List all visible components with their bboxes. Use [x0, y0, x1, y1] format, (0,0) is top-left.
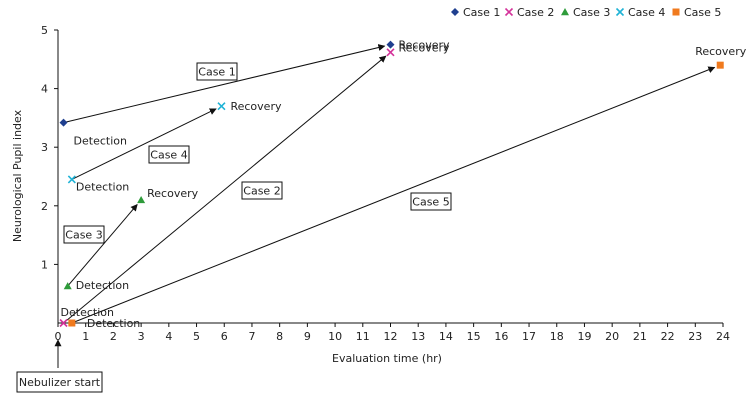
- data-point: [716, 61, 724, 69]
- recovery-label: Recovery: [147, 187, 198, 200]
- x-tick-label: 6: [221, 330, 228, 343]
- case-label-box: Case 2: [241, 181, 283, 200]
- x-tick-label: 10: [328, 330, 342, 343]
- x-tick-label: 23: [688, 330, 702, 343]
- case-box: [410, 192, 452, 211]
- x-tick-label: 3: [138, 330, 145, 343]
- case-arrow: [71, 108, 217, 180]
- x-tick-label: 18: [550, 330, 564, 343]
- legend-item: Case 3: [561, 6, 610, 19]
- y-tick-label: 5: [41, 24, 48, 37]
- x-ticks: 0 1 2 3 4 5 6 7 8 9 10 11 12 13 14 15 16 17 18 19 20 21 22 23 24: [55, 323, 730, 343]
- legend-marker: [561, 8, 569, 16]
- x-tick-label: 14: [439, 330, 453, 343]
- y-tick-label: 4: [41, 83, 48, 96]
- case-label: Case 3: [65, 229, 102, 242]
- case-arrow: [63, 44, 386, 124]
- nebulizer-box: [16, 371, 103, 393]
- x-tick-label: 12: [384, 330, 398, 343]
- case-label-box: Case 3: [63, 225, 105, 244]
- data-point: [67, 175, 76, 184]
- x-tick-label: 19: [577, 330, 591, 343]
- recovery-label: Recovery: [399, 41, 450, 54]
- legend-marker: [451, 8, 459, 16]
- legend-item: Case 5: [672, 6, 721, 19]
- legend-item: Case 4: [615, 6, 665, 19]
- detection-label: Detection: [87, 317, 140, 330]
- case-arrow: [63, 55, 387, 324]
- detection-label: Detection: [76, 279, 129, 292]
- case-labels: Case 1 Case 2 Case 3 Case 4 Case 5: [63, 62, 452, 244]
- x-tick-label: 16: [494, 330, 508, 343]
- x-tick-label: 7: [248, 330, 255, 343]
- case-label: Case 5: [412, 196, 449, 209]
- x-tick-label: 22: [661, 330, 675, 343]
- y-tick-label: 1: [41, 258, 48, 271]
- case-box: [196, 62, 238, 81]
- case-label-box: Case 4: [148, 145, 190, 164]
- case-arrow: [71, 66, 716, 324]
- legend-label: Case 3: [573, 6, 610, 19]
- nebulizer-label: Nebulizer start: [19, 376, 101, 389]
- legend-item: Case 1: [451, 6, 500, 19]
- data-point: [386, 48, 395, 57]
- case-box: [241, 181, 283, 200]
- x-tick-label: 9: [304, 330, 311, 343]
- detection-label: Detection: [74, 135, 127, 148]
- legend-label: Case 2: [517, 6, 554, 19]
- x-tick-label: 5: [193, 330, 200, 343]
- data-point: [137, 195, 146, 204]
- legend-marker: [504, 7, 514, 17]
- x-tick-label: 8: [276, 330, 283, 343]
- data-point: [217, 102, 226, 111]
- data-points: [59, 40, 724, 328]
- recovery-label: Recovery: [695, 45, 746, 58]
- y-ticks: 1 2 3 4 5: [41, 24, 58, 271]
- data-point: [68, 319, 76, 327]
- x-tick-label: 17: [522, 330, 536, 343]
- legend-marker: [615, 7, 625, 17]
- nebulizer-annotation: Nebulizer start: [16, 339, 103, 393]
- case-box: [148, 145, 190, 164]
- x-axis-label: Evaluation time (hr): [332, 352, 442, 365]
- recovery-label: Recovery: [399, 39, 450, 52]
- case-label: Case 2: [243, 185, 280, 198]
- point-labels: Detection Recovery Detection Recovery Detect…: [61, 39, 747, 330]
- case-label-box: Case 1: [196, 62, 238, 81]
- x-tick-label: 2: [110, 330, 117, 343]
- case-arrows: [63, 44, 716, 324]
- legend-label: Case 4: [628, 6, 665, 19]
- x-tick-label: 20: [605, 330, 619, 343]
- detection-label: Detection: [61, 306, 114, 319]
- x-tick-label: 0: [55, 330, 62, 343]
- data-point: [63, 282, 72, 290]
- legend-label: Case 5: [684, 6, 721, 19]
- legend: Case 1 Case 2 Case 3 Case 4 Case 5: [451, 6, 721, 19]
- legend-label: Case 1: [463, 6, 500, 19]
- case-label: Case 1: [198, 66, 235, 79]
- case-label: Case 4: [150, 149, 187, 162]
- x-tick-label: 4: [165, 330, 172, 343]
- case-box: [63, 225, 105, 244]
- data-point: [59, 318, 68, 328]
- case-arrow: [67, 203, 138, 287]
- y-tick-label: 2: [41, 200, 48, 213]
- x-tick-label: 11: [356, 330, 370, 343]
- recovery-label: Recovery: [230, 100, 281, 113]
- x-tick-label: 24: [716, 330, 730, 343]
- y-axis-label: Neurological Pupil index: [11, 109, 24, 242]
- x-tick-label: 1: [82, 330, 89, 343]
- case-label-box: Case 5: [410, 192, 452, 211]
- data-point: [59, 118, 68, 127]
- x-tick-label: 21: [633, 330, 647, 343]
- y-tick-label: 3: [41, 141, 48, 154]
- detection-label: Detection: [76, 180, 129, 193]
- x-tick-label: 15: [467, 330, 481, 343]
- legend-marker: [672, 8, 680, 16]
- x-tick-label: 13: [411, 330, 425, 343]
- legend-item: Case 2: [504, 6, 554, 19]
- data-point: [386, 40, 395, 49]
